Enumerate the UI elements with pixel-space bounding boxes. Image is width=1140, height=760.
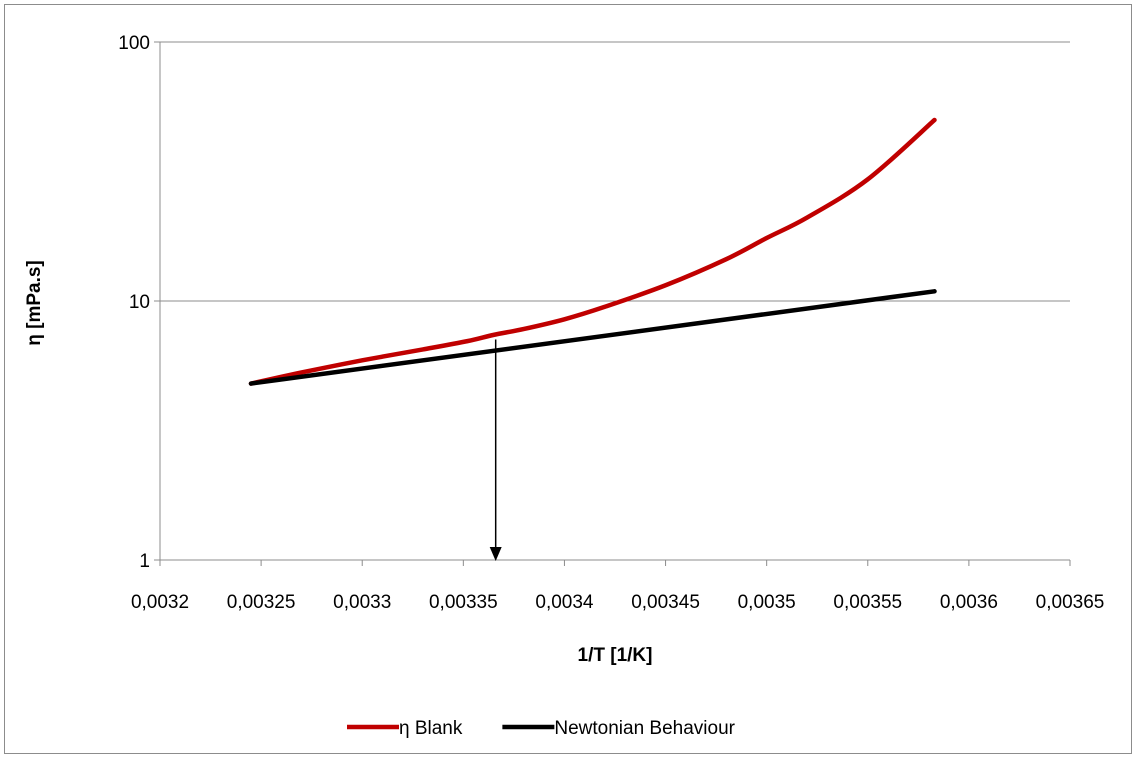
series-layer (248, 117, 937, 386)
legend-label-0: η Blank (399, 718, 463, 739)
x-tick-label: 0,0032 (131, 592, 189, 613)
x-tick-label: 0,00355 (833, 592, 902, 613)
x-tick-label: 0,0033 (333, 592, 391, 613)
x-tick-label: 0,00365 (1036, 592, 1105, 613)
series-line-1 (248, 289, 937, 386)
x-axis-title: 1/T [1/K] (578, 645, 653, 666)
y-tick-label: 10 (129, 292, 150, 313)
grid-layer (160, 41, 1070, 302)
annotation-layer (489, 339, 502, 561)
x-tick-label: 0,0035 (738, 592, 796, 613)
y-tick-label: 100 (118, 33, 150, 54)
chart-area: 1 10 100 0,0032 0,00325 0,0033 0,00335 0,0034 0,… (4, 4, 1132, 754)
x-tick-label: 0,00335 (429, 592, 498, 613)
annotation-arrow-head (489, 547, 502, 561)
x-tick-label: 0,0034 (535, 592, 594, 613)
y-tick-label: 1 (139, 551, 150, 572)
axis-layer: 1 10 100 0,0032 0,00325 0,0033 0,00335 0,0034 0,… (118, 33, 1104, 613)
legend-label-1: Newtonian Behaviour (554, 718, 735, 739)
x-tick-label: 0,00325 (227, 592, 296, 613)
x-tick-label: 0,0036 (940, 592, 998, 613)
legend: η Blank Newtonian Behaviour (347, 718, 736, 739)
series-line-0 (248, 117, 937, 386)
y-axis-title: η [mPa.s] (24, 260, 45, 346)
chart-svg: 1 10 100 0,0032 0,00325 0,0033 0,00335 0,0034 0,… (24, 33, 1104, 739)
x-tick-label: 0,00345 (631, 592, 700, 613)
